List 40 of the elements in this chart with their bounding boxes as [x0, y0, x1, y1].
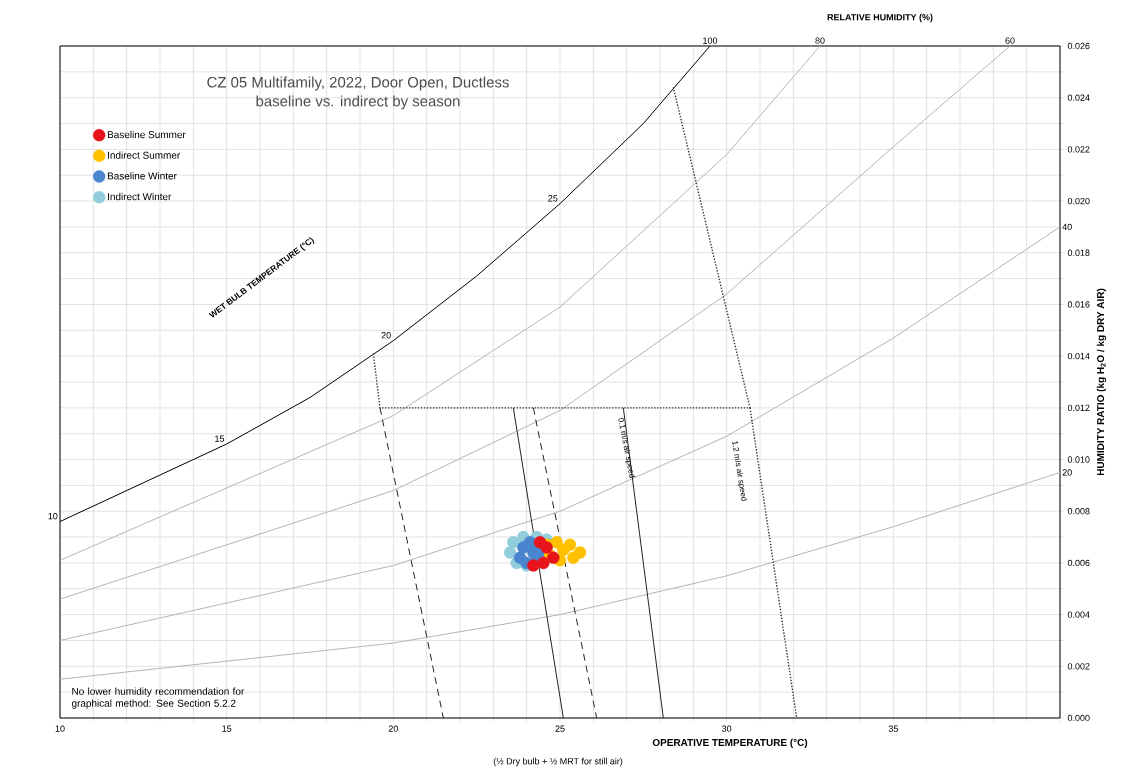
y-tick-label: 0.024 — [1067, 94, 1090, 101]
legend-label: Indirect Summer — [108, 151, 181, 159]
text: CZ 05 Multifamily, 2022, Door Open, Ductless — [207, 76, 509, 91]
y-tick-label: 0.014 — [1067, 352, 1090, 360]
y-tick-label: 0.020 — [1067, 197, 1090, 205]
annotation: 60 — [1005, 37, 1015, 44]
annotation: 10 — [48, 513, 58, 520]
y-tick-label: 0.012 — [1067, 404, 1090, 412]
x-tick-label: 15 — [222, 725, 232, 732]
annotation: 100 — [703, 37, 718, 44]
x-tick-label: 10 — [55, 725, 65, 732]
text: RELATIVE HUMIDITY (%) — [827, 13, 933, 23]
annotation: 15 — [215, 435, 225, 442]
annotation: 80 — [815, 37, 825, 44]
legend-label: Indirect Winter — [108, 192, 172, 201]
x-axis-title: OPERATIVE TEMPERATURE (°C) — [652, 738, 808, 748]
annotation: 25 — [548, 195, 558, 202]
y-tick-label: 0.002 — [1067, 663, 1090, 670]
annotation: 40 — [1062, 223, 1072, 231]
y-tick-label: 0.026 — [1067, 42, 1090, 50]
y-tick-label: 0.004 — [1067, 611, 1090, 618]
y-tick-label: 0.010 — [1067, 456, 1090, 463]
x-tick-label: 25 — [555, 725, 565, 732]
text: (½ Dry bulb + ½ MRT for still air) — [493, 757, 623, 767]
annotation: 20 — [1062, 469, 1072, 476]
annotation: No lower humidity recommendation for graphical method: See Section 5.2.2 — [71, 687, 245, 709]
y-tick-label: 0.008 — [1067, 508, 1090, 515]
y-axis-title: HUMIDITY RATIO (kg H$_{2}$O / kg DRY AIR) — [1096, 288, 1107, 476]
y-tick-label: 0.018 — [1067, 249, 1090, 256]
x-tick-label: 35 — [888, 725, 898, 732]
y-tick-label: 0.000 — [1067, 714, 1090, 722]
x-tick-label: 20 — [388, 725, 398, 732]
annotation: 20 — [381, 332, 391, 339]
legend-label: Baseline Summer — [107, 130, 186, 139]
y-tick-label: 0.022 — [1067, 146, 1090, 153]
y-tick-label: 0.006 — [1067, 559, 1090, 567]
y-tick-label: 0.016 — [1067, 301, 1090, 308]
text: baseline vs. indirect by season — [256, 95, 460, 110]
legend-label: Baseline Winter — [107, 172, 177, 180]
x-tick-label: 30 — [722, 725, 732, 732]
